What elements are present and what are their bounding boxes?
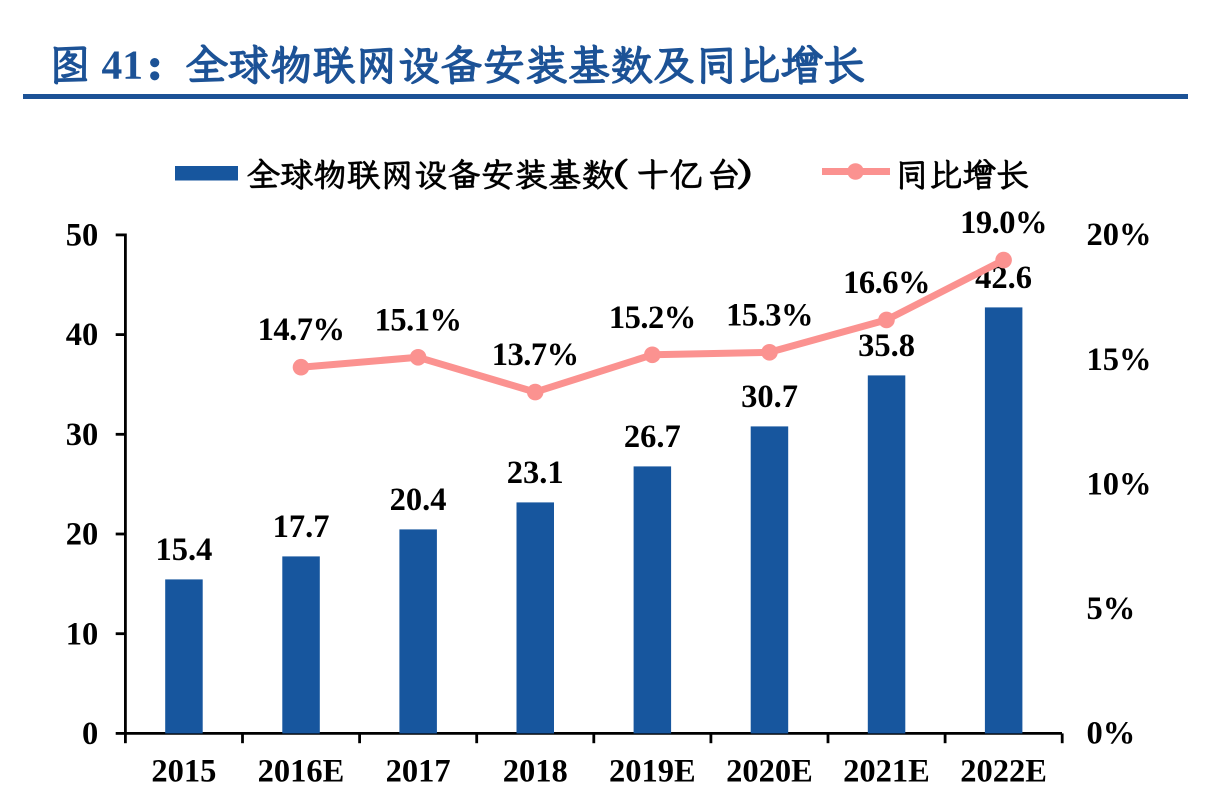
svg-text:10: 10	[66, 616, 99, 652]
svg-text:13.7%: 13.7%	[492, 337, 579, 373]
svg-text:5%: 5%	[1087, 591, 1136, 627]
svg-text:14.7%: 14.7%	[258, 312, 345, 348]
svg-text:15.4: 15.4	[155, 532, 212, 568]
svg-text:10%: 10%	[1087, 466, 1152, 502]
svg-text:20: 20	[66, 517, 99, 553]
svg-text:2020E: 2020E	[726, 753, 813, 789]
svg-text:17.7: 17.7	[273, 509, 330, 545]
svg-text:2017: 2017	[386, 753, 451, 789]
svg-text:0%: 0%	[1087, 715, 1136, 751]
svg-text:16.6%: 16.6%	[843, 265, 930, 301]
svg-text:2019E: 2019E	[609, 753, 696, 789]
svg-text:2018: 2018	[503, 753, 568, 789]
svg-text:23.1: 23.1	[507, 455, 564, 491]
svg-text:15.1%: 15.1%	[375, 302, 462, 338]
svg-text:2015: 2015	[151, 753, 216, 789]
svg-text:30: 30	[66, 417, 99, 453]
svg-text:2021E: 2021E	[843, 753, 930, 789]
svg-text:15%: 15%	[1087, 342, 1152, 378]
svg-text:40: 40	[66, 317, 99, 353]
svg-text:2022E: 2022E	[960, 753, 1047, 789]
svg-text:19.0%: 19.0%	[960, 205, 1047, 241]
svg-text:20%: 20%	[1087, 217, 1152, 253]
svg-text:15.3%: 15.3%	[726, 297, 813, 333]
svg-text:26.7: 26.7	[624, 419, 681, 455]
svg-text:35.8: 35.8	[858, 328, 915, 364]
svg-text:41: 41	[102, 42, 144, 88]
svg-text:20.4: 20.4	[390, 482, 447, 518]
svg-text:15.2%: 15.2%	[609, 300, 696, 336]
svg-text:50: 50	[66, 218, 99, 254]
svg-text:2016E: 2016E	[258, 753, 345, 789]
svg-text:30.7: 30.7	[741, 379, 798, 415]
svg-text:0: 0	[82, 716, 98, 752]
